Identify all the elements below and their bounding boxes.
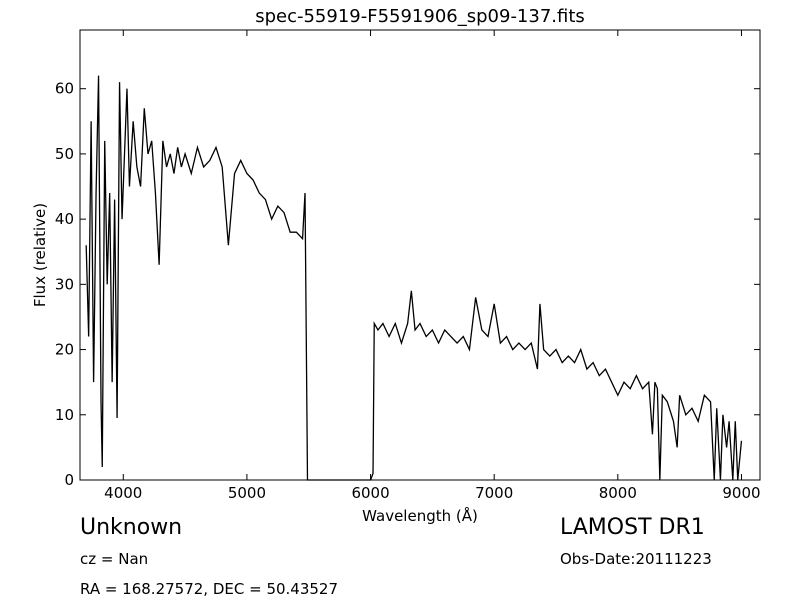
chart-title: spec-55919-F5591906_sp09-137.fits: [255, 6, 585, 27]
spectrum-line: [85, 75, 743, 481]
y-tick-label: 20: [55, 341, 74, 359]
plot-frame: [79, 29, 761, 481]
obs-date: Obs-Date:20111223: [560, 550, 712, 568]
x-tick-label: 9000: [722, 484, 760, 502]
y-axis-label: Flux (relative): [31, 203, 49, 307]
x-axis-label: Wavelength (Å): [362, 506, 478, 525]
coordinates: RA = 168.27572, DEC = 50.43527: [80, 580, 338, 598]
y-tick-label: 50: [55, 145, 74, 163]
x-tick-label: 7000: [475, 484, 513, 502]
x-tick-label: 8000: [599, 484, 637, 502]
y-tick-label: 40: [55, 210, 74, 228]
x-tick-label: 4000: [104, 484, 142, 502]
x-tick-label: 5000: [228, 484, 266, 502]
redshift: cz = Nan: [80, 550, 148, 568]
y-tick-label: 30: [55, 275, 74, 293]
y-tick-label: 0: [64, 471, 74, 489]
x-tick-label: 6000: [351, 484, 389, 502]
y-tick-label: 10: [55, 406, 74, 424]
y-tick-label: 60: [55, 80, 74, 98]
object-class: Unknown: [80, 515, 182, 540]
survey: LAMOST DR1: [560, 515, 705, 540]
